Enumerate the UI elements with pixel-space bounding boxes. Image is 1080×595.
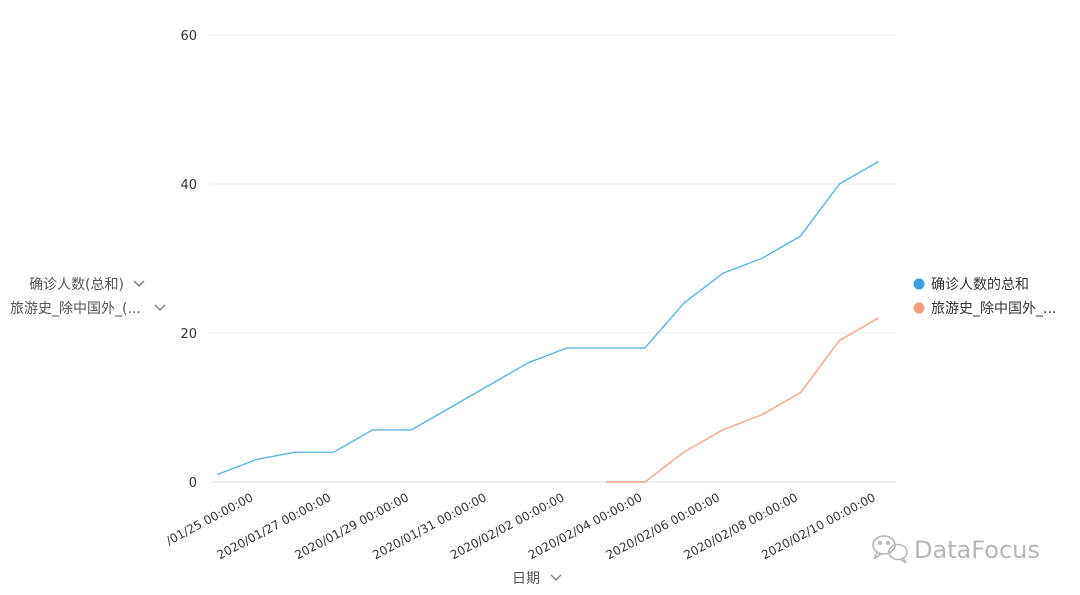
y-tick-label: 20 (180, 327, 197, 342)
watermark: DataFocus (872, 535, 1040, 564)
legend-item-series-1[interactable]: 确诊人数的总和 (913, 277, 1030, 293)
y-axis-ticks: 0 20 40 60 (180, 29, 197, 491)
legend-marker-series-1 (913, 278, 925, 290)
series-line-1[interactable] (216, 160, 879, 476)
x-axis-label: 日期 (512, 571, 540, 587)
wechat-icon (872, 535, 908, 564)
legend: 确诊人数的总和 旅游史_除中国外_... (913, 277, 1057, 317)
gridlines (210, 34, 896, 483)
y-tick-label: 60 (180, 29, 197, 44)
y-tick-label: 0 (189, 476, 197, 491)
legend-marker-series-2 (913, 302, 925, 314)
chevron-down-icon[interactable] (550, 574, 562, 581)
x-axis-field[interactable]: 日期 (512, 571, 562, 587)
legend-label-series-2: 旅游史_除中国外_... (931, 301, 1056, 317)
legend-item-series-2[interactable]: 旅游史_除中国外_... (913, 301, 1057, 317)
y-axis-label-1: 确诊人数(总和) (29, 277, 124, 293)
legend-label-series-1: 确诊人数的总和 (931, 277, 1029, 293)
y-tick-label: 40 (180, 178, 197, 193)
watermark-text: DataFocus (914, 536, 1040, 564)
chevron-down-icon[interactable] (133, 280, 145, 287)
series-lines (216, 160, 879, 483)
y-axis-field-2[interactable]: 旅游史_除中国外_(... (10, 301, 166, 317)
chevron-down-icon[interactable] (154, 304, 166, 311)
y-axis-label-2: 旅游史_除中国外_(... (10, 301, 141, 317)
series-line-2[interactable] (606, 317, 879, 483)
y-axis-field-1[interactable]: 确诊人数(总和) (29, 277, 145, 293)
